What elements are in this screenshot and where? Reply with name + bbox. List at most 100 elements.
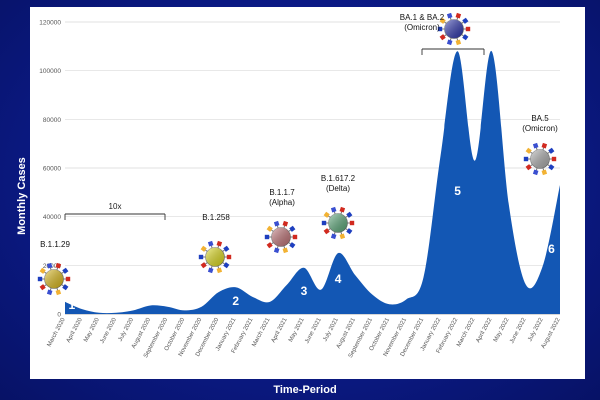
x-tick-label: April 2021 bbox=[271, 317, 289, 344]
wave-number-label: 2 bbox=[232, 294, 239, 308]
virus-spike-tip bbox=[62, 267, 69, 274]
x-tick-label: July 2021 bbox=[323, 317, 341, 343]
virus-spike-tip bbox=[55, 262, 62, 269]
virus-icon bbox=[198, 240, 232, 274]
virus-spike-tip bbox=[465, 26, 471, 32]
virus-spike-tip bbox=[37, 276, 43, 282]
variant-name-label: B.1.258 bbox=[202, 213, 230, 222]
series-area-fill bbox=[65, 50, 560, 314]
virus-highlight bbox=[205, 247, 225, 267]
virus-spike-tip bbox=[273, 247, 280, 254]
virus-spike-tip bbox=[55, 289, 62, 296]
y-tick-label: 80000 bbox=[43, 117, 61, 124]
virus-icon bbox=[37, 262, 71, 296]
y-tick-label: 120000 bbox=[39, 20, 61, 27]
virus-spike-tip bbox=[216, 267, 223, 274]
wave-number-label: 5 bbox=[454, 184, 461, 198]
virus-icon bbox=[523, 142, 557, 176]
virus-spike-tip bbox=[525, 147, 532, 154]
virus-spike-tip bbox=[525, 164, 532, 171]
virus-spike-tip bbox=[226, 254, 232, 260]
virus-icon bbox=[321, 206, 355, 240]
virus-icon bbox=[437, 12, 471, 46]
wave-number-label: 1 bbox=[68, 298, 75, 312]
virus-spike-tip bbox=[223, 262, 230, 269]
variant-annotation: BA.5(Omicron) bbox=[522, 114, 558, 176]
virus-spike-tip bbox=[266, 225, 273, 232]
y-tick-label: 40000 bbox=[43, 214, 61, 221]
wave-number-label: 3 bbox=[301, 284, 308, 298]
bracket-label: 10x bbox=[109, 202, 122, 211]
virus-highlight bbox=[328, 213, 348, 233]
x-tick-label: July 2020 bbox=[118, 317, 136, 343]
virus-spike-tip bbox=[266, 242, 273, 249]
virus-spike-tip bbox=[207, 267, 214, 274]
virus-highlight bbox=[444, 19, 464, 39]
virus-icon bbox=[264, 220, 298, 254]
virus-spike-tip bbox=[282, 220, 289, 227]
variant-name-label: BA.5 bbox=[531, 114, 549, 123]
virus-spike-tip bbox=[339, 233, 346, 240]
virus-spike-tip bbox=[65, 276, 71, 282]
virus-spike-tip bbox=[321, 220, 327, 226]
virus-spike-tip bbox=[198, 254, 204, 260]
virus-spike-tip bbox=[548, 147, 555, 154]
virus-spike-tip bbox=[349, 220, 355, 226]
virus-spike-tip bbox=[62, 284, 69, 291]
virus-spike-tip bbox=[523, 156, 529, 162]
variant-subname-label: (Delta) bbox=[326, 184, 350, 193]
virus-spike-tip bbox=[462, 34, 469, 41]
bracket-omicron bbox=[421, 48, 485, 55]
virus-spike-tip bbox=[330, 233, 337, 240]
virus-spike-tip bbox=[292, 234, 298, 240]
variant-annotation: B.1.258 bbox=[198, 213, 232, 274]
virus-spike-tip bbox=[532, 142, 539, 149]
virus-spike-tip bbox=[541, 142, 548, 149]
x-tick-label: June 2020 bbox=[100, 317, 119, 345]
wave-number-label: 6 bbox=[548, 242, 555, 256]
virus-spike-tip bbox=[289, 242, 296, 249]
virus-spike-tip bbox=[207, 240, 214, 247]
x-tick-label: April 2020 bbox=[66, 317, 84, 344]
x-tick-label: June 2021 bbox=[304, 317, 323, 345]
virus-spike-tip bbox=[455, 39, 462, 46]
y-tick-label: 60000 bbox=[43, 166, 61, 173]
virus-spike-tip bbox=[446, 12, 453, 19]
variant-annotation: BA.1 & BA.2(Omicron) bbox=[400, 12, 471, 46]
virus-spike-tip bbox=[323, 228, 330, 235]
virus-spike-tip bbox=[437, 26, 443, 32]
y-axis-title: Monthly Cases bbox=[16, 157, 28, 235]
virus-spike-tip bbox=[339, 206, 346, 213]
x-tick-label: May 2021 bbox=[288, 317, 306, 344]
x-tick-label: June 2022 bbox=[509, 317, 528, 345]
variant-annotation: B.1.1.7(Alpha) bbox=[264, 188, 298, 254]
x-tick-label: April 2022 bbox=[476, 317, 494, 344]
virus-spike-tip bbox=[223, 245, 230, 252]
virus-spike-tip bbox=[346, 228, 353, 235]
virus-spike-tip bbox=[551, 156, 557, 162]
variant-annotations: B.1.1.29 B.1.258 B.1.1.7(Alpha) B.1.617.2(D… bbox=[37, 12, 558, 296]
bracket-first-year bbox=[64, 213, 166, 220]
plot-panel: 020000400006000080000100000120000 123456… bbox=[30, 7, 585, 379]
variant-name-label: B.1.1.29 bbox=[40, 240, 70, 249]
virus-spike-tip bbox=[216, 240, 223, 247]
area-chart: 020000400006000080000100000120000 123456… bbox=[37, 12, 562, 360]
virus-spike-tip bbox=[39, 284, 46, 291]
x-tick-label: March 2021 bbox=[251, 317, 271, 348]
x-tick-label: March 2020 bbox=[47, 317, 67, 348]
virus-spike-tip bbox=[439, 17, 446, 24]
virus-highlight bbox=[44, 269, 64, 289]
virus-highlight bbox=[530, 149, 550, 169]
virus-spike-tip bbox=[455, 12, 462, 19]
virus-spike-tip bbox=[532, 169, 539, 176]
virus-spike-tip bbox=[39, 267, 46, 274]
x-tick-label: March 2022 bbox=[456, 317, 476, 348]
virus-spike-tip bbox=[462, 17, 469, 24]
virus-spike-tip bbox=[273, 220, 280, 227]
y-tick-label: 100000 bbox=[39, 68, 61, 75]
variant-subname-label: (Omicron) bbox=[404, 23, 440, 32]
variant-annotation: B.1.1.29 bbox=[37, 240, 71, 296]
variant-subname-label: (Alpha) bbox=[269, 198, 295, 207]
